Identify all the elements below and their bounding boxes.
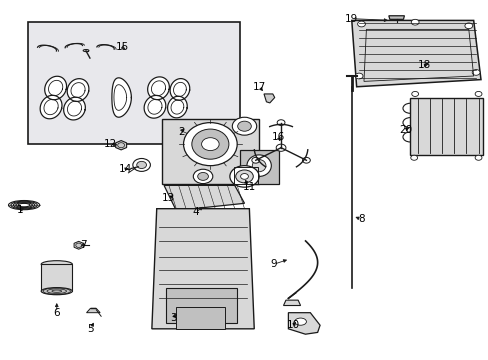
Ellipse shape xyxy=(41,261,72,268)
Bar xyxy=(166,288,237,323)
Ellipse shape xyxy=(191,129,228,159)
Bar xyxy=(161,119,259,184)
Polygon shape xyxy=(283,300,300,306)
Text: 13: 13 xyxy=(162,193,175,203)
Text: 6: 6 xyxy=(53,308,60,318)
Polygon shape xyxy=(144,95,165,118)
Ellipse shape xyxy=(357,21,365,27)
Ellipse shape xyxy=(410,155,417,160)
Polygon shape xyxy=(74,241,83,249)
Ellipse shape xyxy=(235,170,253,183)
Text: 10: 10 xyxy=(286,320,299,330)
Polygon shape xyxy=(115,140,126,150)
Text: 3: 3 xyxy=(170,313,177,323)
Polygon shape xyxy=(63,97,85,120)
Text: 4: 4 xyxy=(192,207,199,217)
Polygon shape xyxy=(67,79,89,102)
Text: 2: 2 xyxy=(178,127,184,136)
Bar xyxy=(27,22,239,144)
Text: 14: 14 xyxy=(118,164,131,174)
Text: 18: 18 xyxy=(417,60,430,70)
Polygon shape xyxy=(40,95,62,119)
Ellipse shape xyxy=(133,158,150,171)
Text: 9: 9 xyxy=(270,259,277,269)
Ellipse shape xyxy=(410,19,418,25)
Polygon shape xyxy=(351,21,480,87)
Ellipse shape xyxy=(201,138,219,150)
Ellipse shape xyxy=(137,161,146,168)
Text: 16: 16 xyxy=(271,132,285,142)
Ellipse shape xyxy=(276,144,285,151)
Polygon shape xyxy=(112,78,131,117)
Ellipse shape xyxy=(183,123,237,166)
Bar xyxy=(239,149,278,184)
Ellipse shape xyxy=(277,120,285,126)
Text: 8: 8 xyxy=(358,215,364,224)
Polygon shape xyxy=(288,313,320,334)
Ellipse shape xyxy=(237,121,251,131)
Polygon shape xyxy=(409,98,483,155)
Polygon shape xyxy=(264,94,274,103)
Ellipse shape xyxy=(471,69,479,75)
Ellipse shape xyxy=(251,157,259,163)
Ellipse shape xyxy=(83,49,89,51)
Ellipse shape xyxy=(252,159,265,172)
Ellipse shape xyxy=(41,288,72,295)
Polygon shape xyxy=(167,96,187,118)
Ellipse shape xyxy=(474,155,481,160)
Text: 17: 17 xyxy=(252,82,265,92)
Ellipse shape xyxy=(302,157,310,163)
Polygon shape xyxy=(170,78,189,100)
Polygon shape xyxy=(388,16,404,19)
Text: 11: 11 xyxy=(242,182,256,192)
Ellipse shape xyxy=(411,91,418,96)
Polygon shape xyxy=(86,309,100,313)
Ellipse shape xyxy=(354,73,362,79)
Text: 20: 20 xyxy=(398,125,411,135)
Bar xyxy=(233,167,258,184)
Ellipse shape xyxy=(294,318,306,325)
Text: 19: 19 xyxy=(345,14,358,24)
Ellipse shape xyxy=(474,91,481,96)
Text: 12: 12 xyxy=(103,139,117,149)
Ellipse shape xyxy=(193,169,212,184)
Ellipse shape xyxy=(229,166,259,187)
Ellipse shape xyxy=(197,172,208,180)
Ellipse shape xyxy=(464,23,472,29)
Polygon shape xyxy=(147,77,169,100)
Ellipse shape xyxy=(232,117,256,135)
Bar xyxy=(176,307,224,329)
Text: 5: 5 xyxy=(87,324,94,334)
Text: 1: 1 xyxy=(17,206,23,216)
Bar xyxy=(41,264,72,291)
Polygon shape xyxy=(152,209,254,329)
Polygon shape xyxy=(44,76,66,100)
Polygon shape xyxy=(163,185,244,211)
Text: 7: 7 xyxy=(80,239,87,249)
Text: 15: 15 xyxy=(116,42,129,52)
Ellipse shape xyxy=(240,174,248,179)
Ellipse shape xyxy=(246,155,271,176)
